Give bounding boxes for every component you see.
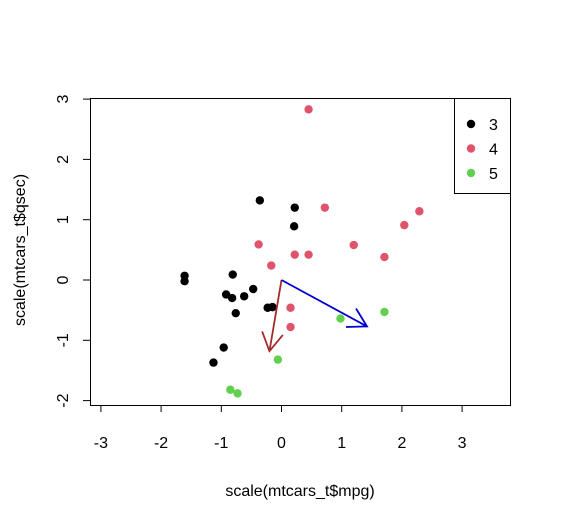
legend-label-3: 3	[489, 117, 498, 134]
point-group-4	[380, 252, 389, 262]
x-tick-label: -3	[94, 435, 108, 452]
point-group-5	[273, 355, 283, 364]
legend-marker-3	[466, 119, 476, 129]
x-tick-label: 0	[277, 435, 286, 452]
y-tick-label: -2	[55, 393, 72, 407]
y-axis: -2 -1 0 1 2 3	[55, 95, 90, 408]
y-axis-label: scale(mtcars_t$qsec)	[12, 174, 29, 326]
legend-label-5: 5	[489, 166, 498, 183]
y-tick-label: 0	[55, 275, 72, 284]
y-tick-label: 3	[55, 95, 72, 104]
point-group-3	[268, 302, 277, 312]
data-points	[180, 105, 424, 398]
point-group-3	[228, 270, 237, 279]
x-tick-label: 2	[397, 435, 406, 452]
legend-box	[454, 98, 511, 194]
point-group-3	[255, 196, 265, 205]
point-group-3	[209, 358, 218, 367]
plot-frame	[90, 98, 511, 406]
arrow-shaft-2	[281, 279, 368, 328]
arrow-head-2	[345, 308, 369, 328]
x-tick-label: 3	[458, 435, 467, 452]
x-tick-label: -2	[154, 435, 168, 452]
point-group-3	[249, 284, 258, 294]
arrow-shaft-1	[268, 279, 283, 352]
point-group-4	[304, 250, 313, 259]
point-group-3	[231, 308, 240, 318]
point-group-4	[286, 322, 295, 332]
point-group-4	[254, 240, 263, 249]
point-group-5	[336, 314, 345, 323]
point-group-5	[233, 389, 242, 398]
point-group-4	[304, 105, 313, 114]
point-group-4	[286, 303, 295, 312]
x-tick-label: -1	[214, 435, 228, 452]
y-tick-label: 2	[55, 155, 72, 164]
point-group-3	[180, 277, 189, 286]
y-tick-label: 1	[55, 215, 72, 224]
point-group-4	[290, 250, 299, 259]
point-group-4	[415, 207, 424, 216]
point-group-4	[400, 220, 409, 230]
point-group-3	[290, 203, 299, 212]
point-group-3	[239, 292, 249, 301]
x-tick-label: 1	[337, 435, 346, 452]
legend-marker-5	[466, 168, 476, 178]
point-group-4	[267, 261, 276, 270]
point-group-3	[289, 222, 299, 231]
legend-label-4: 4	[489, 142, 498, 159]
point-group-5	[226, 385, 235, 394]
x-axis-label: scale(mtcars_t$mpg)	[225, 483, 374, 500]
point-group-4	[349, 240, 358, 250]
legend: 3 4 5	[466, 117, 498, 183]
point-group-3	[219, 343, 228, 352]
point-group-3	[227, 293, 237, 303]
y-tick-label: -1	[55, 333, 72, 347]
legend-marker-4	[466, 144, 476, 153]
x-axis: -3 -2 -1 0 1 2 3	[94, 405, 467, 452]
arrows	[261, 279, 369, 353]
point-group-4	[320, 203, 330, 212]
point-group-5	[380, 307, 389, 317]
arrow-head-1	[261, 331, 284, 353]
point-group-3	[221, 290, 231, 299]
